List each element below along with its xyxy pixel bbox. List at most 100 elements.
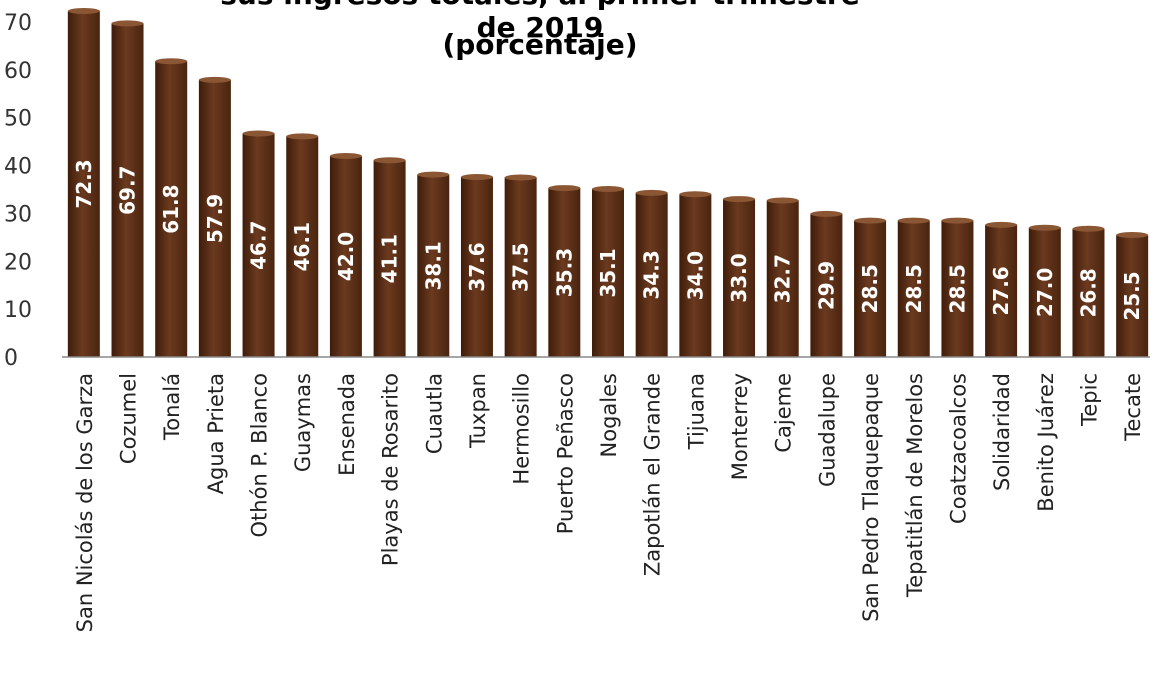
- bar: [504, 177, 537, 357]
- category-label: Puerto Peñasco: [553, 373, 577, 534]
- bar: [373, 160, 406, 357]
- category-label: Guaymas: [291, 373, 315, 472]
- bar: [635, 192, 668, 357]
- bar-value-label: 32.7: [771, 254, 795, 303]
- bar-group: 42.0: [329, 153, 362, 357]
- chart-title-line-2: (porcentaje): [442, 28, 638, 61]
- category-label: San Nicolás de los Garza: [73, 373, 97, 632]
- bar-top-cap: [198, 76, 231, 83]
- y-tick-label: 50: [4, 107, 32, 132]
- bar: [766, 200, 799, 357]
- bar: [242, 133, 275, 357]
- category-label: Othón P. Blanco: [248, 373, 272, 537]
- bar-top-cap: [723, 196, 756, 203]
- bar-top-cap: [242, 130, 275, 137]
- bar-group: 35.1: [592, 186, 624, 357]
- bar-value-label: 28.5: [858, 264, 882, 313]
- bar-group: 25.5: [1116, 231, 1149, 357]
- bar-value-label: 46.1: [290, 222, 314, 271]
- bar-group: 28.5: [854, 217, 887, 357]
- bar-group: 27.6: [985, 221, 1018, 357]
- bar-group: 35.3: [548, 185, 581, 357]
- bar-value-label: 69.7: [116, 166, 140, 215]
- bar: [198, 79, 231, 358]
- bar-value-label: 27.6: [989, 266, 1013, 315]
- bar-group: 38.1: [417, 171, 450, 357]
- bar: [592, 189, 624, 357]
- bar-top-cap: [1116, 231, 1149, 238]
- bar-group: 61.8: [155, 58, 188, 357]
- bar: [111, 23, 144, 357]
- bar: [941, 220, 974, 357]
- category-label: Hermosillo: [510, 373, 534, 485]
- bar-value-label: 37.6: [465, 242, 489, 291]
- bar-group: 72.3: [67, 7, 100, 357]
- bar-value-label: 72.3: [72, 159, 96, 208]
- category-label: Playas de Rosarito: [379, 373, 403, 566]
- category-label: Tuxpan: [466, 373, 490, 449]
- bar-value-label: 34.3: [640, 250, 664, 299]
- category-label: Monterrey: [728, 373, 752, 480]
- bar-value-label: 37.5: [509, 243, 533, 292]
- chart-title-line-1: sus ingresos totales, al primer trimestr…: [220, 0, 859, 44]
- bar: [417, 174, 450, 357]
- bar-top-cap: [985, 221, 1018, 228]
- category-label: Tonalá: [160, 373, 184, 441]
- bar: [1028, 227, 1061, 357]
- bar-value-label: 26.8: [1076, 268, 1100, 317]
- bar-top-cap: [155, 58, 188, 65]
- bar-top-cap: [329, 153, 362, 159]
- bar: [286, 136, 319, 357]
- bar-group: 34.3: [635, 189, 668, 357]
- category-label: Cajeme: [772, 373, 796, 453]
- category-label: Tepatitlán de Morelos: [903, 373, 927, 598]
- bar: [460, 177, 493, 357]
- bar-top-cap: [460, 174, 493, 181]
- bar-top-cap: [766, 197, 799, 204]
- bar-top-cap: [504, 174, 537, 181]
- bar-group: 33.0: [723, 196, 756, 357]
- category-label: Zapotlán el Grande: [641, 373, 665, 576]
- bar: [1072, 228, 1105, 357]
- bar: [897, 220, 930, 357]
- bar-top-cap: [1028, 224, 1061, 231]
- bar-value-label: 46.7: [247, 221, 271, 270]
- category-label: Tepic: [1077, 373, 1101, 427]
- bar-top-cap: [679, 191, 712, 198]
- y-tick-label: 70: [4, 11, 32, 36]
- bar: [810, 213, 843, 357]
- bar-value-label: 28.5: [902, 264, 926, 313]
- bar: [155, 61, 188, 357]
- bar-top-cap: [1072, 225, 1105, 232]
- bar: [1116, 234, 1149, 357]
- bar-value-label: 35.3: [552, 248, 576, 297]
- category-label: Guadalupe: [815, 373, 839, 487]
- bar-top-cap: [548, 185, 581, 192]
- category-label: Solidaridad: [990, 373, 1014, 491]
- bar: [723, 199, 756, 357]
- bar-top-cap: [635, 189, 668, 196]
- bar-value-label: 57.9: [203, 194, 227, 243]
- bar-group: 34.0: [679, 191, 712, 357]
- bar: [329, 156, 362, 357]
- bar-top-cap: [810, 210, 843, 217]
- bar-value-label: 25.5: [1120, 271, 1144, 320]
- bar-value-label: 33.0: [727, 253, 751, 302]
- bar-group: 46.7: [242, 130, 275, 357]
- bar-group: 32.7: [766, 197, 799, 357]
- bar-top-cap: [941, 217, 974, 224]
- category-label: Tijuana: [684, 373, 708, 450]
- bar-value-label: 28.5: [945, 264, 969, 313]
- category-label: Benito Juárez: [1034, 373, 1058, 512]
- bar-group: 41.1: [373, 157, 406, 357]
- bar-top-cap: [111, 20, 144, 27]
- bar-group: 29.9: [810, 210, 843, 357]
- bar-group: 27.0: [1028, 224, 1061, 357]
- y-tick-label: 40: [4, 155, 32, 180]
- bar-group: 37.5: [504, 174, 537, 357]
- category-label: Nogales: [597, 373, 621, 457]
- bar-top-cap: [417, 171, 450, 178]
- bar-group: 26.8: [1072, 225, 1105, 357]
- category-label: Tecate: [1121, 373, 1145, 442]
